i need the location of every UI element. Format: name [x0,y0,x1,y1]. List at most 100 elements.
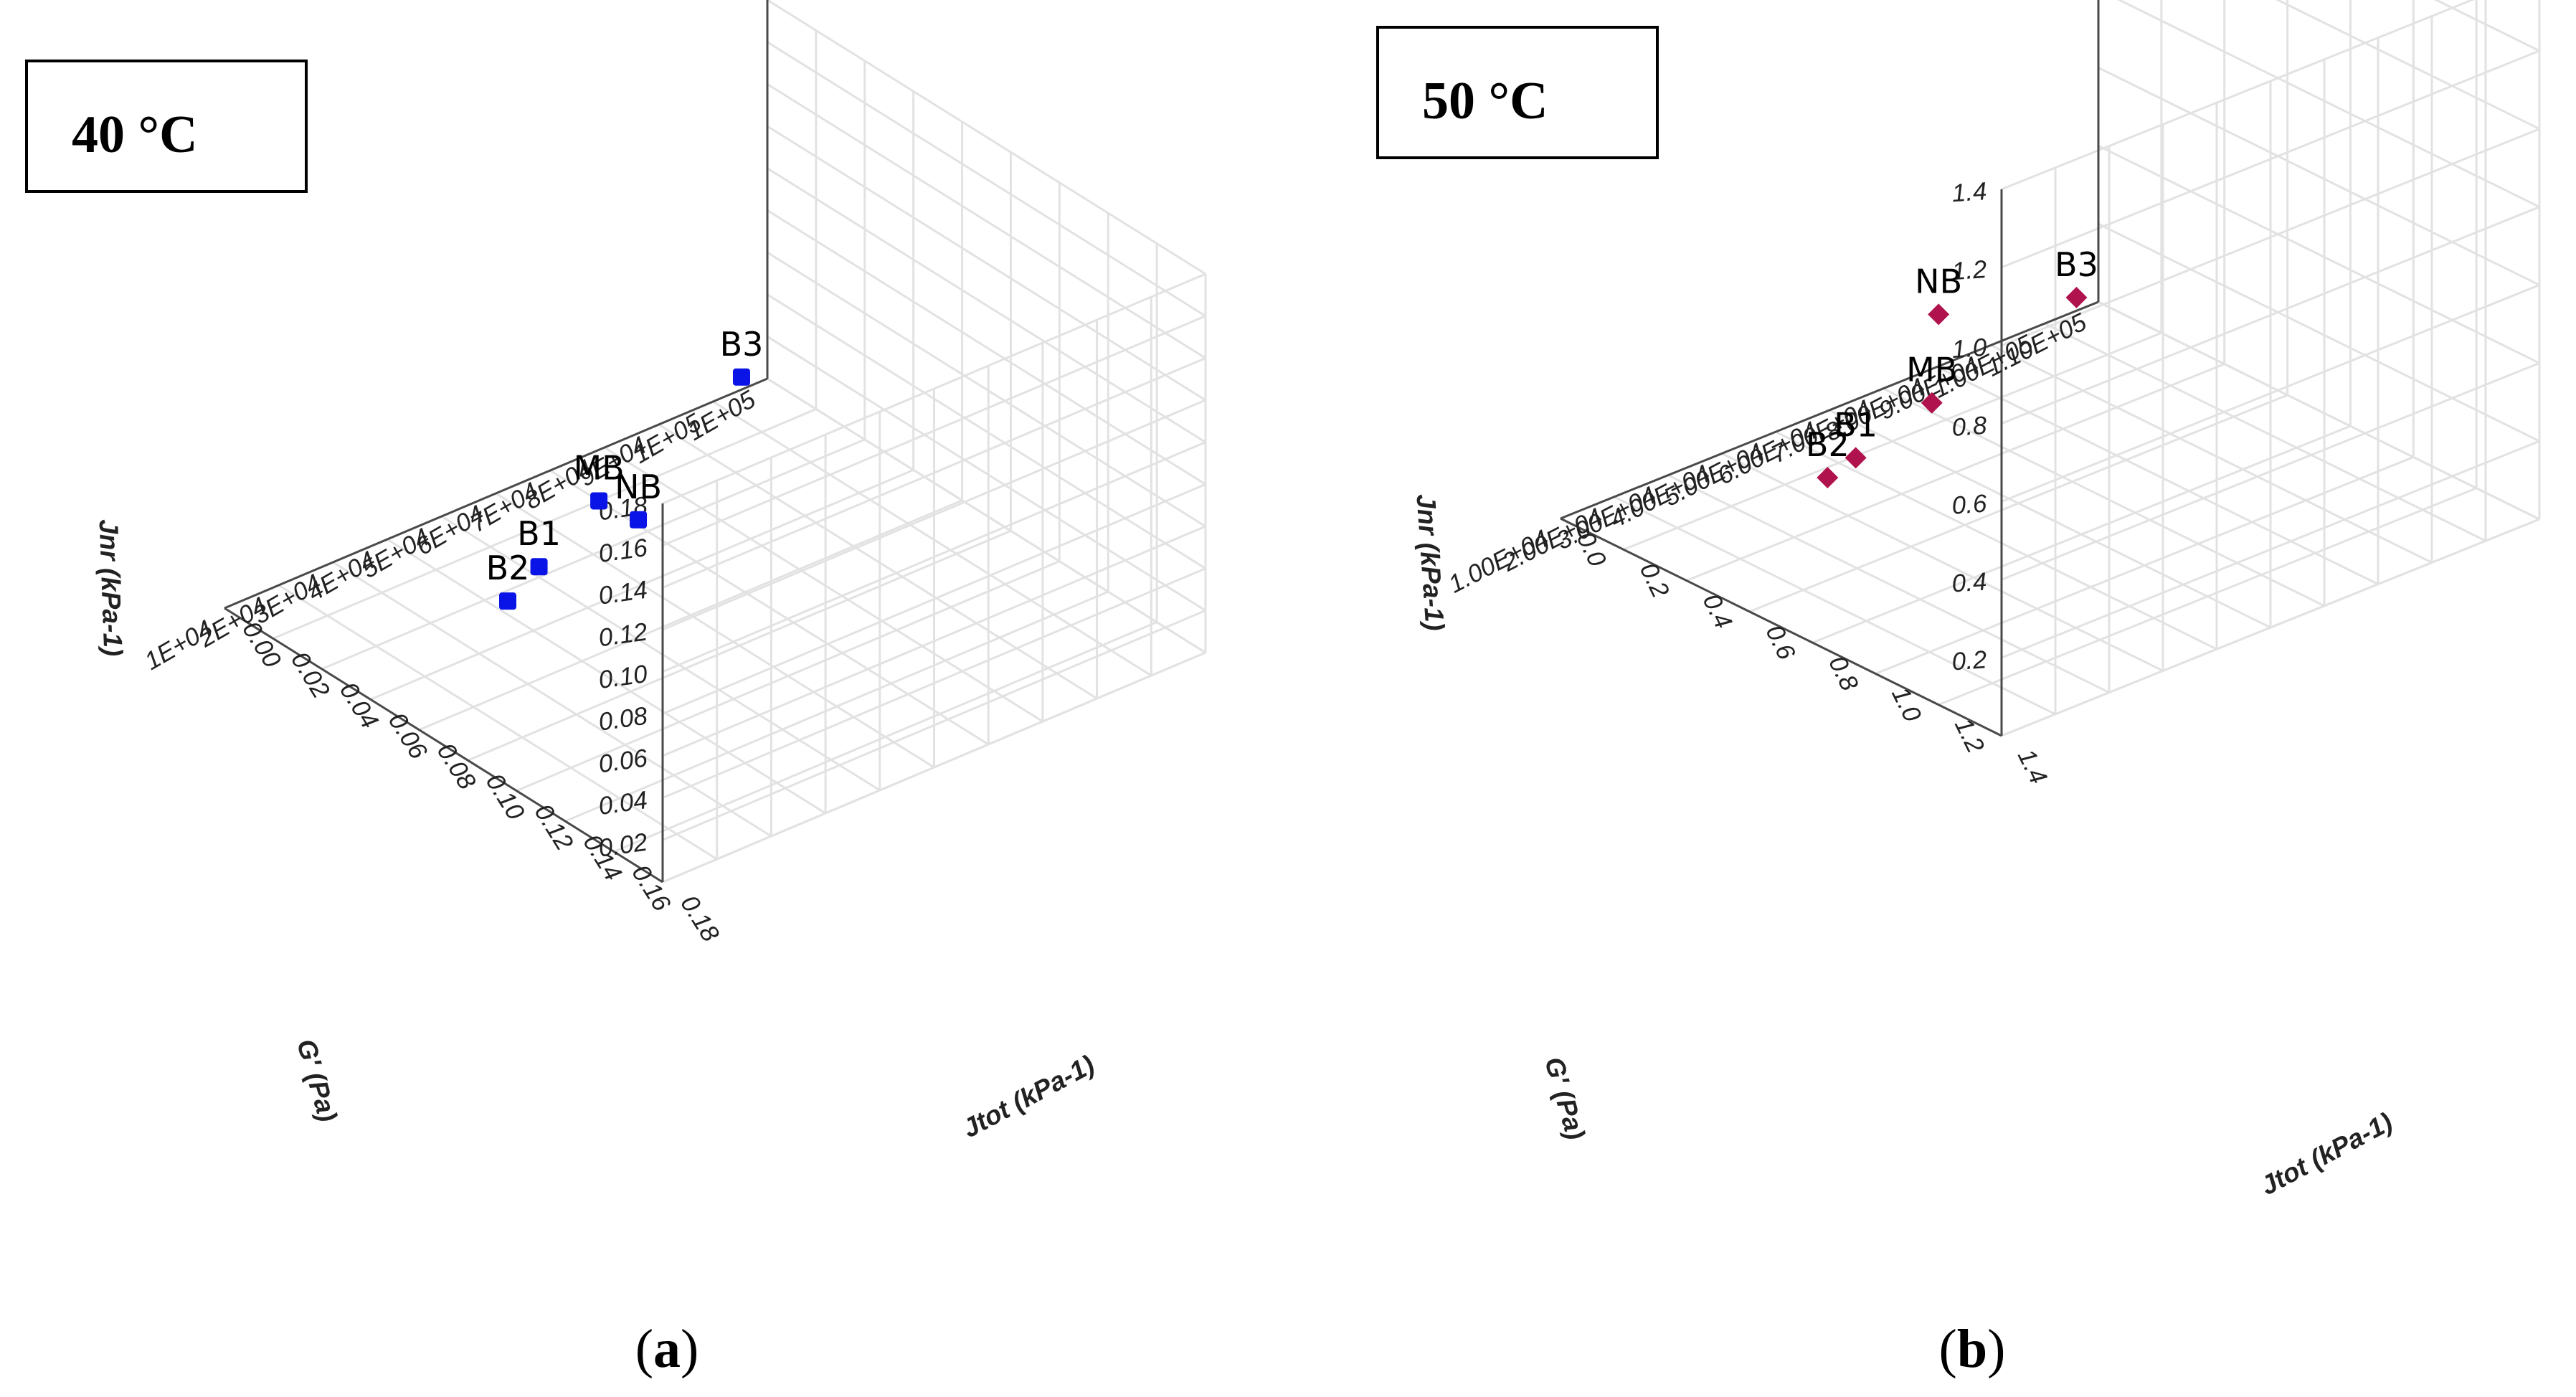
z-tick-label: 0.10 [597,660,649,694]
grid-line [278,584,718,861]
z-tick-label: 0.16 [597,534,649,568]
data-point-nb [1928,303,1950,326]
z-tick-label: 0.14 [597,576,649,610]
panel-b-title-frame [1376,26,1659,159]
data-point-b2 [498,592,516,610]
grid-line [767,125,1206,402]
x-axis-line [224,377,768,610]
grid-line [1775,430,2217,650]
data-point-b1 [530,558,548,576]
grid-line [662,525,1206,757]
x-axis-line [1560,300,2099,520]
grid-line [662,399,1206,631]
grid-line [613,621,1157,853]
grid-line [1686,363,2225,582]
grid-line [1875,456,2414,675]
grid-line [2001,518,2540,737]
y-tick-label: 0.04 [334,677,384,733]
grid-line [662,567,1206,800]
grid-line [1883,387,2325,607]
z-tick-label: 0.02 [597,828,649,863]
y-tick-label: 0.2 [1634,559,1675,602]
grid-line [767,293,1206,569]
y-tick-label: 0.18 [675,891,724,947]
z-tick-label: 0.6 [1951,489,1988,519]
y-axis-line [224,607,663,884]
grid-line [662,315,1206,547]
y-tick-label: 0.06 [383,708,432,764]
x-axis-title: G' (Pa) [291,1036,343,1125]
grid-line [662,273,1206,505]
data-point-b2 [1817,466,1839,488]
grid-line [604,446,1043,723]
grid-line [662,356,1206,589]
data-point-label: B2 [486,549,530,587]
y-axis-title: Jtot (kPa-1) [958,1050,1099,1144]
grid-line [564,590,1109,823]
grid-line [767,251,1206,528]
panel-a-title-frame [25,60,308,193]
y-tick-label: 0.16 [626,860,676,917]
grid-line [712,400,1152,677]
z-tick-label: 0.12 [597,617,649,652]
grid-line [2044,322,2486,542]
grid-line [767,336,1206,612]
grid-line [1829,409,2271,629]
y-tick-label: 0.12 [529,799,579,855]
y-tick-label: 1.2 [1949,714,1989,757]
grid-line [662,483,1206,715]
grid-line [767,0,1206,275]
grid-line [2001,0,2475,191]
data-point-mb [590,492,608,510]
caption-b-letter: b [1957,1319,1987,1379]
grid-line [1623,331,2162,551]
grid-line [2001,361,2540,581]
data-point-b3 [732,368,750,386]
grid-line [2001,128,2540,347]
grid-line [767,167,1206,443]
x-axis-title: G' (Pa) [1539,1053,1591,1143]
grid-line [467,529,1012,762]
data-point-label: B1 [1834,405,1877,444]
data-point-label: B3 [720,325,764,364]
grid-line [1990,344,2433,564]
panel-a-title: 40 °C [72,105,198,164]
data-point-nb [630,511,648,529]
grid-line [2098,144,2540,364]
grid-line [2001,284,2540,503]
caption-b: (b) [1939,1319,2006,1379]
chart-panel-b: 1.00E+042.00E+043.00E+044.00E+045.00E+04… [1411,0,2541,1201]
grid-line [1936,366,2379,585]
grid-line [418,499,963,731]
z-tick-label: 1.0 [1951,333,1988,364]
grid-line [1749,394,2288,613]
grid-line [767,41,1206,317]
data-point-mb [1921,392,1943,414]
z-tick-label: 0.2 [1951,645,1987,676]
grid-line [767,83,1206,359]
data-point-label: B2 [1806,425,1850,464]
grid-line [2275,0,2540,131]
caption-a-letter: a [653,1319,681,1379]
grid-line [495,492,935,769]
z-tick-label: 1.4 [1951,177,1987,207]
grid-line [1938,487,2477,706]
grid-line [1667,474,2110,693]
z-tick-label: 0.04 [597,786,649,820]
y-tick-label: 0.08 [432,738,481,795]
y-tick-label: 0.02 [285,647,335,703]
z-axis-title: Jnr (kPa-1) [1411,493,1449,632]
data-point-b3 [2065,286,2088,308]
grid-line [549,469,989,746]
caption-a: (a) [635,1319,699,1379]
grid-line [1614,496,2056,716]
grid-line [2098,300,2540,521]
grid-line [1721,453,2164,672]
grid-line [767,209,1206,486]
grid-line [332,561,772,838]
z-tick-label: 0.8 [1951,412,1988,442]
grid-line [1812,425,2351,644]
data-point-label: MB [1906,351,1957,389]
grid-line [273,408,817,640]
